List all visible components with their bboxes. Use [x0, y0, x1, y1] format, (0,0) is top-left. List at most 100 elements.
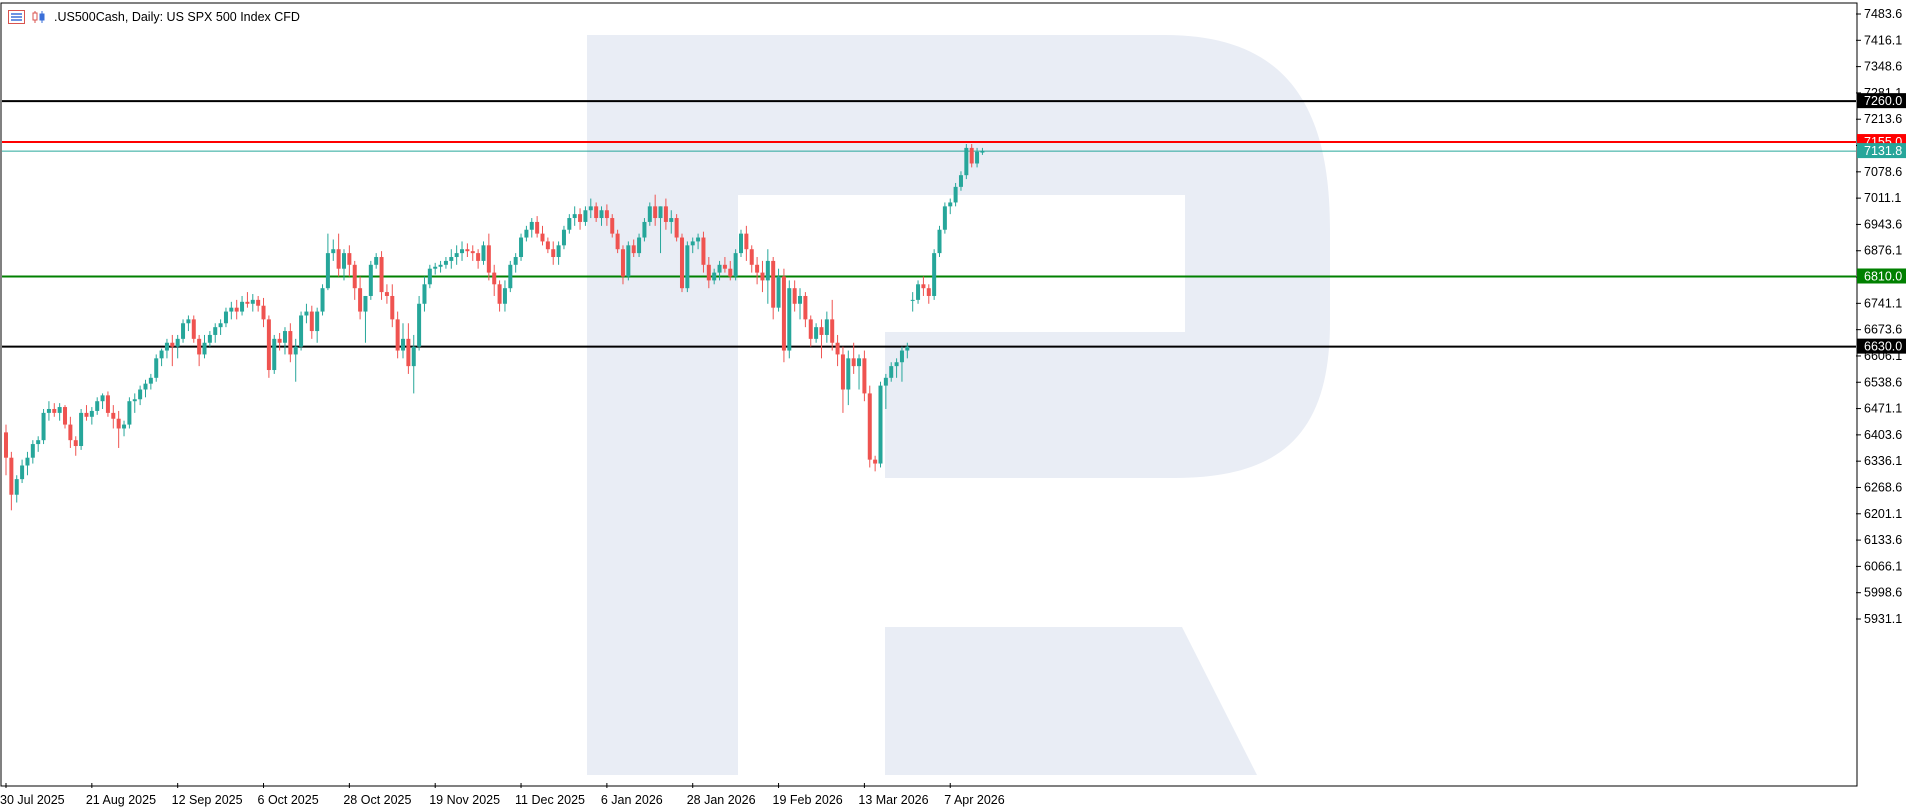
candle — [889, 362, 894, 382]
candle-body — [610, 218, 615, 234]
candle-body — [46, 408, 51, 413]
candle-body — [883, 377, 888, 386]
candle — [851, 342, 856, 374]
candle — [14, 475, 19, 503]
candle-body — [615, 233, 620, 250]
bars-chart-icon[interactable] — [8, 10, 25, 24]
candle-body — [942, 206, 947, 230]
candle — [164, 338, 169, 359]
candle — [68, 416, 73, 448]
candle-body — [293, 346, 298, 355]
candle — [476, 249, 481, 269]
x-tick-label: 30 Jul 2025 — [0, 793, 65, 807]
candle — [519, 233, 524, 261]
candle-body — [706, 264, 711, 281]
candle-body — [733, 253, 738, 277]
candle — [100, 393, 105, 409]
time-axis[interactable]: 30 Jul 2025 21 Aug 2025 12 Sep 2025 6 Oct 2… — [0, 783, 1005, 807]
candle — [465, 243, 470, 258]
candle — [374, 253, 379, 269]
candle — [207, 331, 212, 347]
candle — [508, 260, 513, 293]
candle — [46, 401, 51, 421]
candle-body — [240, 301, 245, 312]
candle — [282, 327, 287, 355]
candle — [379, 251, 384, 300]
x-tick-label: 6 Jan 2026 — [601, 793, 663, 807]
candle-body — [122, 424, 127, 429]
candle — [443, 257, 448, 269]
candle — [406, 323, 411, 374]
candle — [25, 451, 30, 476]
candle-body — [840, 354, 845, 390]
candle — [958, 171, 963, 191]
candle-body — [529, 221, 534, 230]
candle — [154, 354, 159, 382]
candle-body — [443, 260, 448, 265]
candle — [218, 319, 223, 335]
candle-body — [798, 295, 803, 304]
candle-body — [899, 350, 904, 363]
price-axis[interactable]: 7483.67416.17348.67281.17213.67146.17078… — [1856, 7, 1902, 626]
candle-body — [739, 233, 744, 254]
y-tick-label: 6471.1 — [1864, 402, 1902, 416]
candle-body — [433, 266, 438, 269]
level-price-label-bg — [1857, 93, 1906, 109]
candle — [358, 276, 363, 320]
candle — [932, 249, 937, 300]
candle-body — [620, 249, 625, 277]
candle — [964, 144, 969, 180]
candlestick-chart-icon[interactable] — [31, 10, 48, 24]
x-tick-label: 28 Jan 2026 — [687, 793, 756, 807]
y-tick-label: 6133.6 — [1864, 533, 1902, 547]
candle-body — [583, 210, 588, 222]
candle-body — [749, 249, 754, 265]
candle — [953, 182, 958, 207]
candle — [401, 323, 406, 359]
candle — [712, 268, 717, 285]
candle-body — [502, 288, 507, 304]
candle-body — [460, 249, 465, 254]
candle — [524, 225, 529, 242]
candle — [304, 303, 309, 324]
candle-body — [969, 147, 974, 164]
candle — [497, 280, 502, 312]
candle-body — [63, 407, 68, 425]
candle — [685, 241, 690, 293]
candle — [288, 323, 293, 363]
candle-body — [229, 307, 234, 312]
candle-body — [320, 288, 325, 312]
candle — [653, 194, 658, 226]
x-tick-label: 12 Sep 2025 — [172, 793, 243, 807]
candle — [417, 295, 422, 351]
candle-body — [164, 342, 169, 351]
candle-body — [851, 358, 856, 367]
candle-body — [492, 272, 497, 285]
candle — [229, 301, 234, 320]
candle — [631, 239, 636, 258]
candle-body — [669, 218, 674, 222]
candle-body — [755, 264, 760, 273]
candle-body — [653, 206, 658, 219]
candle-body — [626, 245, 631, 277]
x-tick-label: 11 Dec 2025 — [515, 793, 585, 807]
candle — [857, 354, 862, 390]
candle-body — [803, 295, 808, 320]
candle — [84, 405, 89, 421]
candle-body — [234, 307, 239, 312]
candle-body — [545, 241, 550, 250]
candle-body — [631, 245, 636, 254]
candle — [690, 237, 695, 254]
y-tick-label: 6943.6 — [1864, 217, 1902, 231]
candle-body — [658, 206, 663, 219]
candle-body — [347, 253, 352, 265]
candle-body — [867, 393, 872, 460]
candle — [873, 455, 878, 472]
level-price-label: 6810.0 — [1864, 269, 1902, 283]
candle-body — [878, 385, 883, 464]
candle — [186, 315, 191, 332]
candle-body — [288, 331, 293, 355]
candle — [942, 202, 947, 234]
candle — [202, 334, 207, 359]
candle-body — [422, 284, 427, 304]
